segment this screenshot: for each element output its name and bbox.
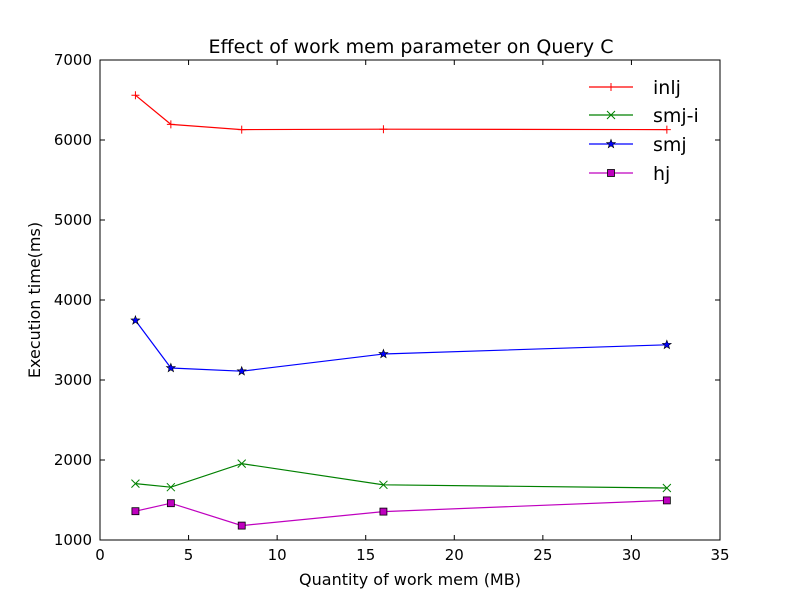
- data-point-smj: [378, 348, 389, 359]
- legend-item-inlj: inlj: [589, 77, 681, 99]
- x-tick-label: 5: [184, 546, 194, 564]
- series-smj: [130, 314, 673, 376]
- series-line-hj: [135, 499, 667, 527]
- y-tick-label: 5000: [54, 211, 92, 229]
- data-point-smj: [661, 339, 673, 350]
- legend-label: inlj: [653, 77, 681, 99]
- legend-marker: [606, 110, 616, 120]
- legend: inlj smj-i smj hj: [589, 77, 699, 185]
- legend-item-smj: smj: [589, 134, 687, 156]
- data-point-hj: [237, 521, 246, 530]
- data-point-smj-i: [379, 480, 388, 490]
- data-point-smj: [130, 314, 141, 325]
- data-point-hj: [166, 499, 175, 508]
- legend-item-hj: hj: [589, 163, 670, 185]
- legend-label: smj-i: [653, 105, 699, 127]
- axis-ticks: 0 5 10 15 20 25 30 35 1000 2000 3000 4000 5000 6000 70…: [54, 51, 730, 564]
- data-point-inlj: [379, 125, 388, 134]
- series-inlj: [131, 91, 671, 134]
- x-tick-label: 25: [533, 546, 552, 564]
- legend-marker: [607, 169, 615, 177]
- data-point-hj: [131, 507, 140, 516]
- data-point-inlj: [131, 91, 140, 100]
- data-point-hj: [379, 507, 388, 516]
- data-point-smj-i: [237, 459, 247, 468]
- legend-label: smj: [653, 134, 687, 156]
- x-tick-label: 20: [445, 546, 464, 564]
- legend-marker: [605, 138, 617, 149]
- x-tick-label: 15: [356, 546, 375, 564]
- y-axis-label: Execution time(ms): [25, 222, 44, 378]
- series-line-inlj: [135, 94, 667, 131]
- legend-label: hj: [653, 163, 670, 185]
- series-line-smj: [134, 320, 667, 372]
- x-tick-label: 0: [95, 546, 105, 564]
- data-point-inlj: [237, 125, 246, 134]
- legend-item-smj-i: smj-i: [589, 105, 699, 127]
- data-point-hj: [662, 496, 671, 505]
- data-point-smj: [165, 362, 177, 373]
- x-tick-label: 30: [622, 546, 641, 564]
- plot-area-frame: [99, 59, 721, 541]
- data-point-smj-i: [131, 479, 140, 488]
- series-smj-i: [131, 459, 672, 493]
- x-axis-label: Quantity of work mem (MB): [299, 570, 521, 589]
- data-point-inlj: [662, 125, 671, 134]
- x-tick-label: 35: [710, 546, 729, 564]
- series-layer: [130, 91, 673, 530]
- y-tick-label: 7000: [54, 51, 92, 69]
- chart-title: Effect of work mem parameter on Query C: [209, 36, 614, 58]
- y-tick-label: 1000: [54, 531, 92, 549]
- y-tick-label: 4000: [54, 291, 92, 309]
- data-point-smj-i: [166, 482, 176, 492]
- series-hj: [131, 496, 671, 530]
- y-tick-label: 3000: [54, 371, 92, 389]
- data-point-smj: [236, 365, 247, 376]
- series-line-smj-i: [135, 462, 667, 489]
- y-tick-label: 6000: [54, 131, 92, 149]
- data-point-inlj: [166, 120, 175, 129]
- y-tick-label: 2000: [54, 451, 92, 469]
- data-point-smj-i: [662, 483, 672, 493]
- legend-marker: [607, 83, 615, 91]
- x-tick-label: 10: [268, 546, 287, 564]
